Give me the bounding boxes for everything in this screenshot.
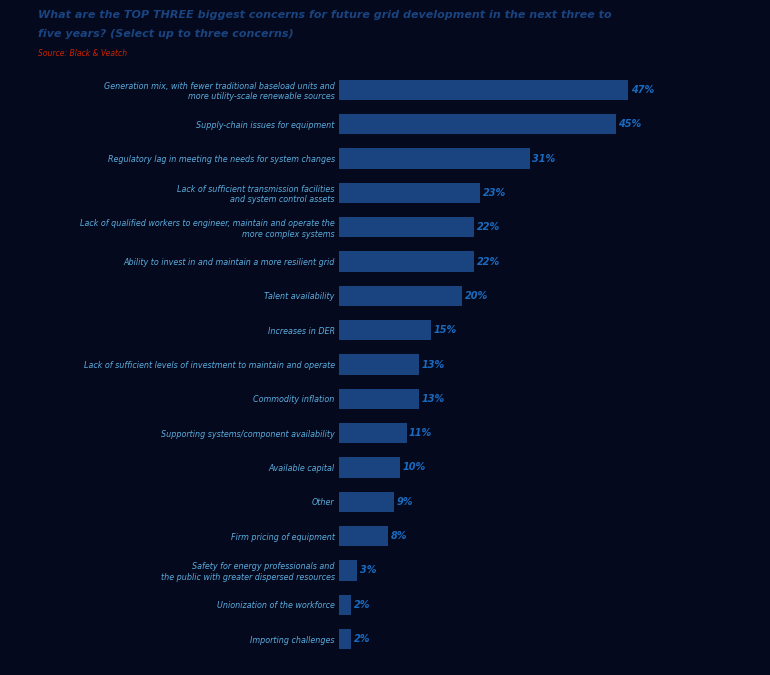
Bar xyxy=(339,491,394,512)
Text: 15%: 15% xyxy=(434,325,457,335)
Text: 22%: 22% xyxy=(477,222,500,232)
Bar xyxy=(339,148,530,169)
Bar xyxy=(339,217,474,238)
Bar xyxy=(339,182,480,203)
Bar xyxy=(339,595,351,615)
Text: 13%: 13% xyxy=(421,394,444,404)
Bar xyxy=(339,629,351,649)
Text: 31%: 31% xyxy=(532,153,555,163)
Text: 22%: 22% xyxy=(477,256,500,267)
Bar xyxy=(339,526,388,547)
Bar xyxy=(339,457,400,478)
Text: What are the TOP THREE biggest concerns for future grid development in the next : What are the TOP THREE biggest concerns … xyxy=(38,10,612,20)
Text: 20%: 20% xyxy=(464,291,487,301)
Text: 2%: 2% xyxy=(353,634,370,644)
Text: Source: Black & Veatch: Source: Black & Veatch xyxy=(38,49,128,57)
Bar xyxy=(339,354,419,375)
Bar xyxy=(339,423,407,443)
Bar xyxy=(339,80,628,100)
Bar xyxy=(339,114,616,134)
Text: 9%: 9% xyxy=(397,497,413,507)
Text: 13%: 13% xyxy=(421,360,444,369)
Bar xyxy=(339,560,357,580)
Text: 8%: 8% xyxy=(390,531,407,541)
Text: 47%: 47% xyxy=(631,85,654,95)
Text: five years? (Select up to three concerns): five years? (Select up to three concerns… xyxy=(38,29,294,39)
Text: 11%: 11% xyxy=(409,428,432,438)
Text: 2%: 2% xyxy=(353,600,370,610)
Bar xyxy=(339,251,474,272)
Text: 45%: 45% xyxy=(618,119,641,129)
Bar xyxy=(339,320,431,340)
Text: 10%: 10% xyxy=(403,462,426,472)
Bar xyxy=(339,286,462,306)
Text: 3%: 3% xyxy=(360,566,377,576)
Text: 23%: 23% xyxy=(483,188,506,198)
Bar xyxy=(339,389,419,409)
